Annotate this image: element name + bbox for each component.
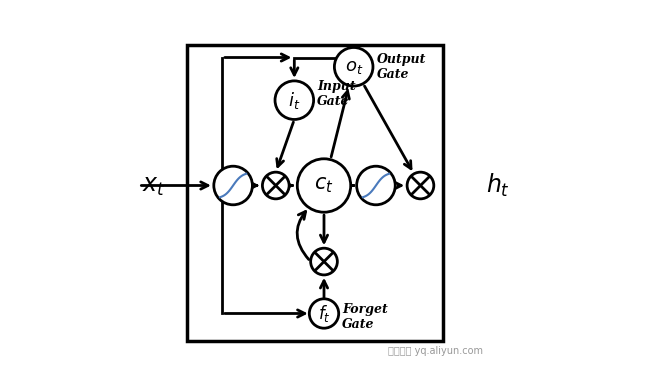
- Text: $\boldsymbol{x_t}$: $\boldsymbol{x_t}$: [141, 174, 165, 197]
- Circle shape: [334, 47, 373, 86]
- Text: $f_t$: $f_t$: [318, 303, 330, 324]
- Circle shape: [356, 166, 395, 205]
- Circle shape: [309, 299, 339, 328]
- Circle shape: [407, 172, 434, 199]
- Text: $\boldsymbol{h_t}$: $\boldsymbol{h_t}$: [487, 172, 511, 199]
- Circle shape: [214, 166, 253, 205]
- Circle shape: [262, 172, 289, 199]
- Circle shape: [275, 81, 314, 119]
- Text: Forget
Gate: Forget Gate: [342, 303, 388, 331]
- FancyBboxPatch shape: [187, 45, 443, 341]
- Circle shape: [297, 159, 351, 212]
- Text: $c_t$: $c_t$: [314, 176, 334, 195]
- Circle shape: [310, 248, 338, 275]
- Text: $i_t$: $i_t$: [288, 90, 301, 111]
- Text: 云栖社区 yq.aliyun.com: 云栖社区 yq.aliyun.com: [388, 346, 483, 356]
- Text: Output
Gate: Output Gate: [376, 53, 426, 81]
- Text: $o_t$: $o_t$: [345, 58, 363, 76]
- Text: Input
Gate: Input Gate: [318, 81, 356, 108]
- FancyArrowPatch shape: [297, 211, 309, 259]
